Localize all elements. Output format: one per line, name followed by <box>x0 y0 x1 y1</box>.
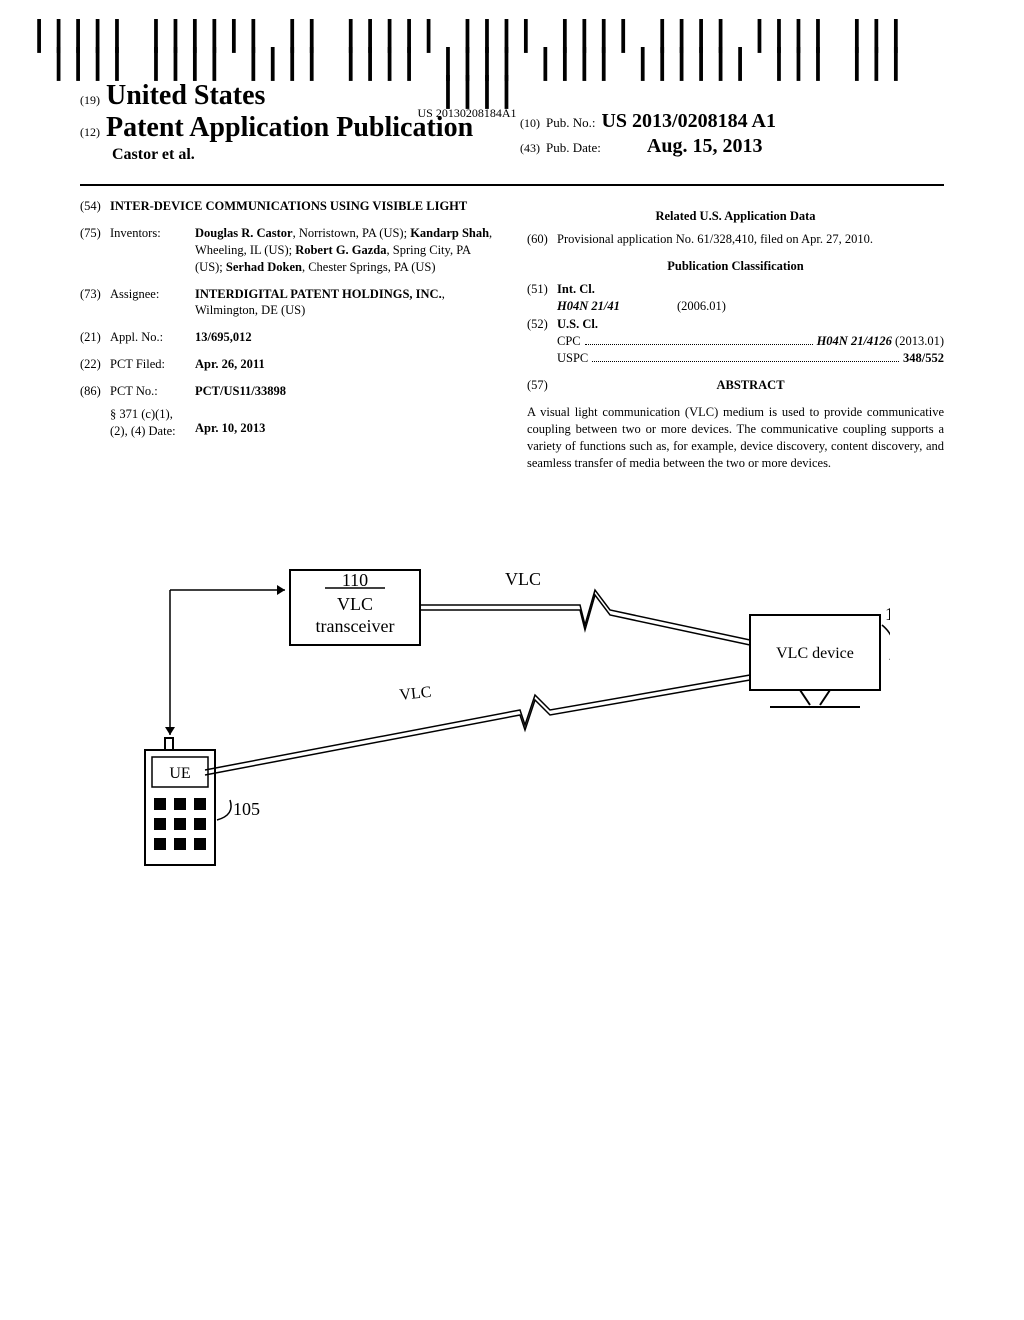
fig-box1-num: 110 <box>342 570 368 590</box>
field-22: (22) <box>80 356 110 373</box>
cpc-value: H04N 21/4126 (2013.01) <box>817 333 944 350</box>
field-52: (52) <box>527 316 557 367</box>
int-cl-code: H04N 21/41 <box>557 298 677 315</box>
field-43: (43) <box>520 141 540 156</box>
fig-box2: VLC device <box>776 645 854 662</box>
appl-no-label: Appl. No.: <box>110 329 195 346</box>
pub-date-label: Pub. Date: <box>546 140 601 156</box>
s371-label: § 371 (c)(1), (2), (4) Date: <box>110 406 195 440</box>
int-cl-year: (2006.01) <box>677 298 726 315</box>
pub-no-label: Pub. No.: <box>546 115 595 131</box>
pub-class-heading: Publication Classification <box>527 258 944 275</box>
abstract-text: A visual light communication (VLC) mediu… <box>527 404 944 472</box>
field-86: (86) <box>80 383 110 400</box>
fig-label-mid: VLC <box>399 684 433 704</box>
provisional: Provisional application No. 61/328,410, … <box>557 231 944 248</box>
field-60: (60) <box>527 231 557 248</box>
pct-filed: Apr. 26, 2011 <box>195 356 497 373</box>
fig-ue-num: 105 <box>233 799 260 819</box>
barcode-graphic: ||||| |||||| || ||||| |||| |||| |||| |||… <box>0 20 934 104</box>
barcode-block: ||||| |||||| || ||||| |||| |||| |||| |||… <box>0 20 934 121</box>
pct-no-label: PCT No.: <box>110 383 195 400</box>
appl-no: 13/695,012 <box>195 329 497 346</box>
cpc-label: CPC <box>557 333 581 350</box>
us-cl-label: U.S. Cl. <box>557 316 944 333</box>
fig-label-top: VLC <box>505 569 541 589</box>
assignee: INTERDIGITAL PATENT HOLDINGS, INC., Wilm… <box>195 286 497 320</box>
pub-date: Aug. 15, 2013 <box>647 135 763 158</box>
related-heading: Related U.S. Application Data <box>527 208 944 225</box>
field-75: (75) <box>80 225 110 276</box>
field-54: (54) <box>80 198 110 215</box>
field-21: (21) <box>80 329 110 346</box>
pct-no: PCT/US11/33898 <box>195 383 497 400</box>
inventors-label: Inventors: <box>110 225 195 276</box>
figure-svg: 110 VLC transceiver VLC VLC device 125 V… <box>110 560 890 890</box>
int-cl-label: Int. Cl. <box>557 281 944 298</box>
field-10: (10) <box>520 116 540 131</box>
fig-box1-l1: VLC <box>337 594 373 614</box>
pub-no: US 2013/0208184 A1 <box>601 110 775 133</box>
field-12: (12) <box>80 125 100 140</box>
field-blank <box>80 406 110 440</box>
barcode-text: US 20130208184A1 <box>0 106 934 121</box>
divider <box>80 184 944 186</box>
figure: 110 VLC transceiver VLC VLC device 125 V… <box>110 560 890 880</box>
abstract-heading: ABSTRACT <box>557 377 944 394</box>
fig-box1-l2: transceiver <box>316 616 395 636</box>
inventors: Douglas R. Castor, Norristown, PA (US); … <box>195 225 497 276</box>
pct-filed-label: PCT Filed: <box>110 356 195 373</box>
dotted-fill-2 <box>592 351 899 362</box>
field-73: (73) <box>80 286 110 320</box>
dotted-fill <box>585 334 813 345</box>
uspc-label: USPC <box>557 350 588 367</box>
assignee-label: Assignee: <box>110 286 195 320</box>
uspc-value: 348/552 <box>903 350 944 367</box>
fig-box2-num: 125 <box>885 604 890 624</box>
field-57: (57) <box>527 377 557 394</box>
fig-ue: UE <box>169 765 190 782</box>
patent-title: INTER-DEVICE COMMUNICATIONS USING VISIBL… <box>110 198 497 215</box>
field-51: (51) <box>527 281 557 315</box>
s371-date: Apr. 10, 2013 <box>195 406 497 440</box>
